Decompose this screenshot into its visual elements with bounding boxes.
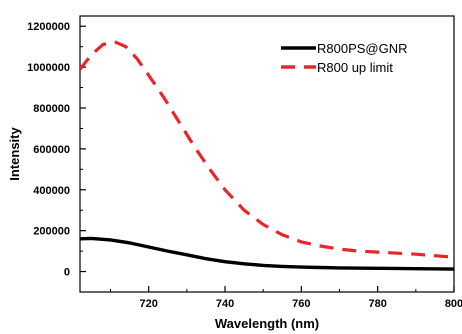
legend-label-2: R800 up limit [317,60,393,75]
y-tick-label: 600000 [33,144,70,156]
series-line-2 [78,39,455,259]
x-tick-label: 800 [445,298,462,310]
y-tick-label: 800000 [33,103,70,115]
x-tick-label: 760 [292,298,310,310]
plot-frame [79,15,455,293]
y-tick-label: 0 [64,267,70,279]
y-tick-label: 1000000 [27,62,70,74]
y-tick-label: 1200000 [27,21,70,33]
x-axis-title: Wavelength (nm) [215,316,319,331]
x-tick-label: 780 [368,298,386,310]
y-tick-label: 400000 [33,185,70,197]
series-line-1 [79,236,455,271]
y-axis-title: Intensity [7,127,22,181]
legend: R800PS@GNR R800 up limit [281,41,408,75]
legend-label-1: R800PS@GNR [317,41,408,56]
x-tick-label: 720 [140,298,158,310]
x-tick-label: 740 [216,298,234,310]
y-tick-label: 200000 [33,226,70,238]
series-layer [78,39,455,271]
axis-ticks: 720 740 760 780 800 0 200000 400000 600000 800000… [27,21,462,310]
